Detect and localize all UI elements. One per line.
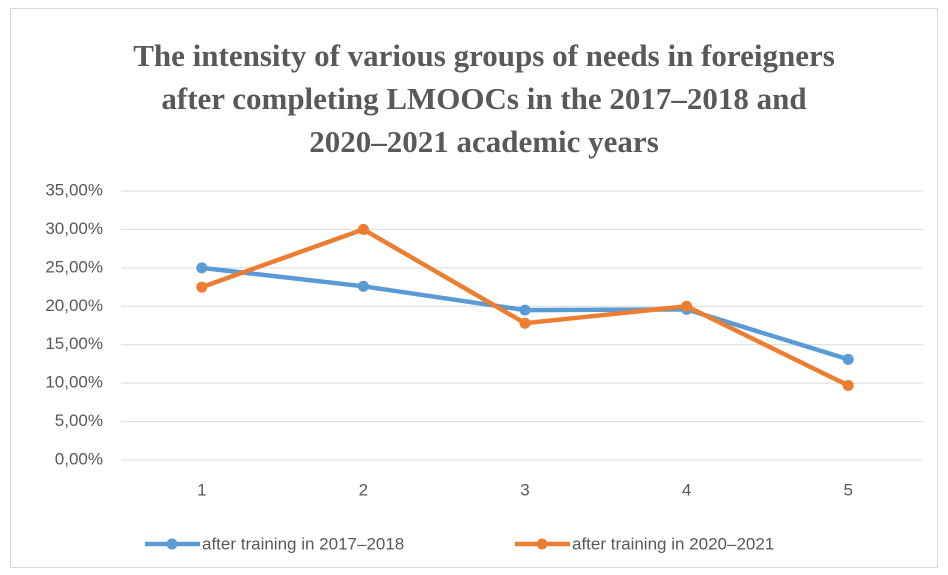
x-tick-label: 3 xyxy=(520,480,529,499)
legend-marker xyxy=(536,538,548,550)
x-tick-label: 2 xyxy=(359,480,368,499)
legend-label: after training in 2020–2021 xyxy=(572,534,774,553)
data-point xyxy=(681,300,693,312)
data-point xyxy=(842,353,854,365)
y-tick-label: 5,00% xyxy=(55,411,103,430)
data-point xyxy=(842,379,854,391)
legend-marker xyxy=(166,538,178,550)
x-tick-label: 5 xyxy=(843,480,852,499)
x-tick-label: 4 xyxy=(682,480,691,499)
chart-title: The intensity of various groups of needs… xyxy=(133,38,835,159)
data-point xyxy=(196,262,208,274)
y-tick-label: 10,00% xyxy=(45,373,103,392)
data-point xyxy=(357,223,369,235)
chart-frame xyxy=(10,8,938,568)
y-tick-label: 25,00% xyxy=(45,257,103,276)
y-tick-label: 15,00% xyxy=(45,334,103,353)
data-point xyxy=(519,304,531,316)
x-tick-label: 1 xyxy=(197,480,206,499)
data-point xyxy=(519,317,531,329)
y-tick-label: 0,00% xyxy=(55,449,103,468)
y-tick-label: 30,00% xyxy=(45,219,103,238)
y-tick-label: 35,00% xyxy=(45,180,103,199)
data-point xyxy=(357,280,369,292)
legend-label: after training in 2017–2018 xyxy=(202,534,404,553)
y-tick-label: 20,00% xyxy=(45,296,103,315)
data-point xyxy=(196,281,208,293)
